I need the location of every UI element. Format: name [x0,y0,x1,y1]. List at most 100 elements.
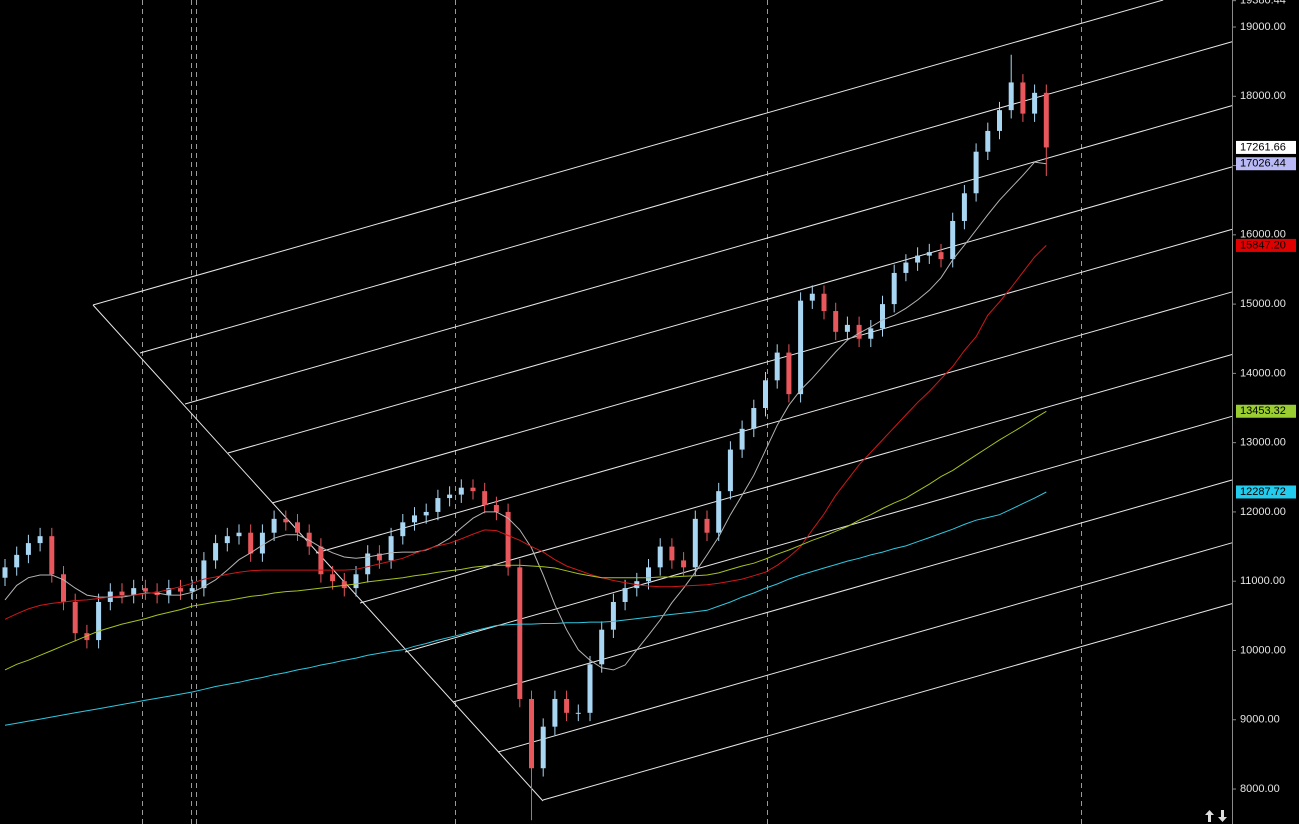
candle-body [681,560,687,568]
y-tick-label: 10000.00 [1240,644,1286,656]
candle-body [950,220,956,260]
y-tick-label: 14000.00 [1240,367,1286,379]
price-tag-label: 13453.32 [1240,405,1286,417]
candle-body [517,567,523,699]
candle-body [283,518,289,523]
candle-body [704,518,710,533]
candle-body [224,536,230,544]
price-tag-label: 15847.20 [1240,239,1286,251]
candle-body [774,352,780,381]
candle-body [692,518,698,568]
candle-body [610,601,616,630]
candle-body [376,553,382,561]
candle-body [669,546,675,561]
candle-body [1043,92,1049,148]
candle-body [25,543,31,555]
candle-body [903,262,909,273]
channel-line [227,166,1233,454]
candle-body [505,511,511,568]
candle-body [575,712,581,714]
scroll-down[interactable] [1218,810,1227,822]
candle-body [295,522,300,533]
channel-line [359,353,1233,604]
candle-body [131,588,137,596]
candle-body [821,293,827,312]
channel-line [497,542,1233,753]
candle-body [84,633,90,641]
candle-body [844,324,850,332]
candle-body [599,629,605,665]
channel-line [542,603,1233,801]
candle-body [166,588,172,596]
candle-body [891,272,897,305]
channel-line [92,0,1164,306]
candle-body [763,380,768,409]
y-tick-label: 9000.00 [1240,714,1280,726]
candle-body [915,255,921,263]
candle-body [985,130,991,152]
candle-body [833,311,839,332]
candle-body [470,487,476,492]
y-tick-label: 11000.00 [1240,575,1285,587]
candle-body [412,515,417,523]
candle-body [529,698,534,769]
candle-body [716,491,722,533]
candle-body [259,532,265,554]
y-tick-label: 18000.00 [1240,90,1286,102]
price-tag-label: 12287.72 [1240,486,1286,498]
candle-body [388,536,394,561]
candle-body [564,698,570,713]
moving-average-line [4,161,1047,671]
candle-body [1032,92,1038,114]
channel-line [404,415,1233,653]
candle-body [318,546,324,575]
y-tick-label: 19000.00 [1240,21,1286,33]
candle-body [493,504,499,512]
candle-body [330,574,336,582]
candle-body [1008,82,1014,111]
candle-body [435,498,441,512]
candle-body [1020,82,1026,114]
channel-line [315,291,1233,554]
channel-drawing [92,0,1233,802]
candle-body [72,601,78,634]
candle-body [178,588,183,592]
candle-body [353,574,359,589]
candle-body [961,193,967,221]
candle-body [271,518,277,533]
candle-body [973,151,979,194]
channel-line [184,105,1233,405]
candle-body [306,532,312,547]
candle-body [142,588,148,592]
candle-body [341,581,347,589]
moving-average-line [4,245,1047,620]
candle-body [447,494,453,499]
channel-line [452,479,1233,703]
candle-body [786,352,792,395]
candle-body [926,252,932,256]
candle-body [997,110,1002,131]
candle-body [622,588,628,602]
y-tick-label: 8000.00 [1240,783,1280,795]
candle-body [868,328,874,339]
price-tag-label: 17261.66 [1240,141,1286,153]
candle-body [938,252,944,260]
price-tag [1236,140,1296,154]
candle-body [2,567,8,578]
scroll-up[interactable] [1205,810,1214,822]
candle-body [482,491,488,505]
moving-average-line [4,491,1047,726]
y-tick-label: 15000.00 [1240,298,1286,310]
candle-body [540,726,546,769]
candle-body [49,536,55,575]
candle-body [37,536,43,544]
channel-diagonal [92,304,544,802]
candle-body [657,546,663,568]
candle-body [248,532,254,554]
y-tick-label: 19380.44 [1240,0,1286,7]
price-tag [1236,404,1296,418]
scroll-arrows[interactable] [1205,810,1227,822]
price-tag [1236,238,1296,252]
